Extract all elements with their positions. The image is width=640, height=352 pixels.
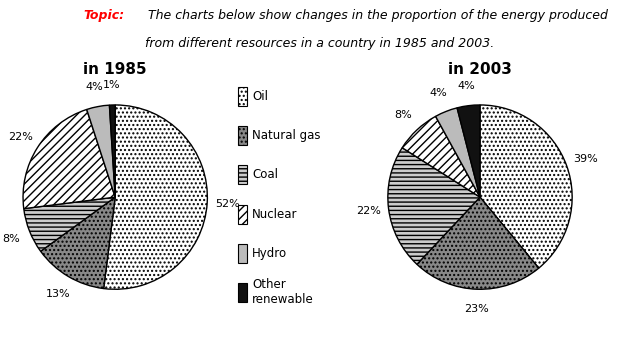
Text: 8%: 8%: [394, 110, 412, 120]
Wedge shape: [457, 105, 480, 197]
Bar: [238, 126, 246, 145]
Bar: [238, 87, 246, 106]
Text: 4%: 4%: [429, 88, 447, 98]
Wedge shape: [41, 197, 115, 289]
Wedge shape: [417, 197, 539, 289]
Text: Coal: Coal: [252, 169, 278, 181]
Text: Oil: Oil: [252, 90, 268, 103]
Text: 52%: 52%: [215, 199, 240, 209]
Text: Natural gas: Natural gas: [252, 130, 321, 142]
Text: The charts below show changes in the proportion of the energy produced: The charts below show changes in the pro…: [144, 9, 608, 22]
Wedge shape: [104, 105, 207, 289]
Text: from different resources in a country in 1985 and 2003.: from different resources in a country in…: [145, 37, 495, 50]
Text: 1%: 1%: [103, 80, 120, 90]
Title: in 2003: in 2003: [448, 62, 512, 77]
Wedge shape: [23, 109, 115, 209]
Text: Hydro: Hydro: [252, 247, 287, 259]
Text: Nuclear: Nuclear: [252, 208, 298, 220]
Wedge shape: [24, 197, 115, 251]
Bar: [238, 165, 246, 184]
Text: 22%: 22%: [8, 132, 33, 142]
Wedge shape: [109, 105, 115, 197]
Text: 4%: 4%: [457, 81, 475, 90]
Text: 4%: 4%: [85, 82, 103, 92]
Text: 39%: 39%: [573, 154, 598, 164]
Title: in 1985: in 1985: [83, 62, 147, 77]
Bar: [238, 283, 246, 302]
Text: 23%: 23%: [464, 304, 489, 314]
Text: 22%: 22%: [356, 206, 381, 216]
Wedge shape: [436, 108, 480, 197]
Wedge shape: [87, 105, 115, 197]
Wedge shape: [402, 117, 480, 197]
Text: 13%: 13%: [45, 289, 70, 299]
Bar: [238, 205, 246, 224]
Text: 8%: 8%: [2, 233, 20, 244]
Text: Other
renewable: Other renewable: [252, 278, 314, 306]
Wedge shape: [480, 105, 572, 268]
Text: Topic:: Topic:: [83, 9, 124, 22]
Bar: [238, 244, 246, 263]
Wedge shape: [388, 148, 480, 264]
